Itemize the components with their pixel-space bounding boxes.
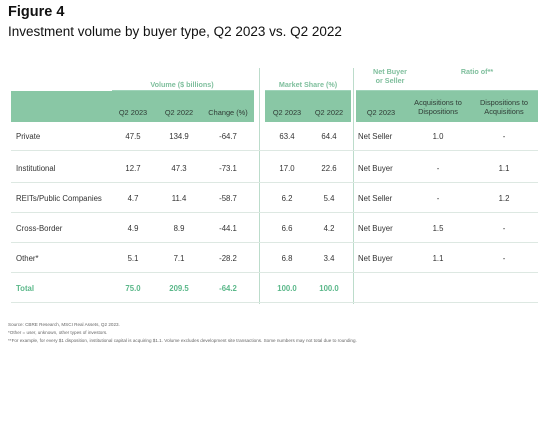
row-label: Institutional: [16, 164, 56, 173]
col-header-change: Change (%): [208, 108, 248, 117]
cell-v2023: 4.9: [127, 224, 139, 233]
total-change: -64.2: [219, 284, 237, 293]
col-header-acq-to-disp-line2: Dispositions: [418, 106, 458, 116]
cell-disp: 1.2: [498, 194, 510, 203]
cell-net: Net Buyer: [358, 224, 393, 233]
cell-v2023: 4.7: [127, 194, 139, 203]
cell-ms2022: 22.6: [321, 164, 337, 173]
cell-acq: 1.0: [432, 132, 444, 141]
row-separator: [11, 182, 538, 183]
cell-v2022: 7.1: [173, 254, 185, 263]
total-ms2023: 100.0: [277, 284, 297, 293]
cell-acq: -: [436, 164, 440, 173]
col-header-nb-2023: Q2 2023: [366, 108, 396, 117]
cell-ms2022: 5.4: [323, 194, 335, 203]
group-rule-ratio: [412, 90, 538, 91]
cell-ms2023: 63.4: [279, 132, 295, 141]
cell-change: -58.7: [219, 194, 237, 203]
cell-change: -28.2: [219, 254, 237, 263]
row-separator: [11, 150, 538, 151]
group-header-net-buyer-line1: Net Buyer: [373, 67, 407, 76]
row-separator: [11, 242, 538, 243]
group-header-volume: Volume ($ billions): [150, 80, 214, 89]
col-header-acq-to-disp: Acquisitions to Dispositions: [406, 98, 470, 116]
cell-ms2023: 6.2: [281, 194, 293, 203]
total-v2023: 75.0: [125, 284, 141, 293]
cell-ms2022: 64.4: [321, 132, 337, 141]
cell-v2022: 47.3: [171, 164, 187, 173]
cell-change: -73.1: [219, 164, 237, 173]
cell-v2023: 5.1: [127, 254, 139, 263]
row-label: REITs/Public Companies: [16, 194, 102, 203]
cell-v2022: 134.9: [169, 132, 189, 141]
row-label: Cross-Border: [16, 224, 63, 233]
col-header-q2-2023: Q2 2023: [118, 108, 148, 117]
col-header-disp-to-acq-line1: Dispositions to: [479, 98, 529, 107]
footnote-other: *Other = user, unknown, other types of i…: [8, 330, 108, 335]
cell-v2022: 8.9: [173, 224, 185, 233]
cell-disp: -: [502, 132, 506, 141]
group-rule-net-buyer: [356, 90, 412, 91]
header-box-market-share: [265, 91, 351, 122]
group-header-ratio: Ratio of**: [460, 67, 494, 76]
total-ms2022: 100.0: [319, 284, 339, 293]
cell-disp: -: [502, 224, 506, 233]
cell-v2023: 47.5: [125, 132, 141, 141]
col-header-disp-to-acq: Dispositions to Acquisitions: [471, 98, 537, 116]
footnote-example: **For example, for every $1 disposition,…: [8, 338, 357, 343]
cell-disp: -: [502, 254, 506, 263]
cell-v2022: 11.4: [171, 194, 187, 203]
cell-ms2022: 4.2: [323, 224, 335, 233]
figure-label: Figure 4: [8, 4, 65, 20]
group-header-net-buyer-line2: or Seller: [375, 76, 405, 85]
row-label: Private: [16, 132, 41, 141]
col-header-disp-to-acq-line2: Acquisitions: [484, 106, 524, 116]
row-label: Other*: [16, 254, 39, 263]
col-header-ms-2022: Q2 2022: [314, 108, 344, 117]
cell-acq: 1.1: [432, 254, 444, 263]
cell-ms2023: 17.0: [279, 164, 295, 173]
cell-disp: 1.1: [498, 164, 510, 173]
row-separator: [11, 272, 538, 273]
group-header-net-buyer: Net Buyer or Seller: [355, 67, 425, 85]
cell-ms2023: 6.8: [281, 254, 293, 263]
cell-v2023: 12.7: [125, 164, 141, 173]
cell-change: -44.1: [219, 224, 237, 233]
row-separator: [11, 302, 538, 303]
total-label: Total: [16, 284, 35, 293]
group-header-market-share: Market Share (%): [278, 80, 338, 89]
cell-net: Net Buyer: [358, 164, 393, 173]
col-header-q2-2022: Q2 2022: [164, 108, 194, 117]
total-v2022: 209.5: [169, 284, 189, 293]
divider-volume-share: [259, 68, 260, 304]
header-box-volume: [11, 91, 254, 122]
header-box-ratio: [356, 91, 538, 122]
cell-acq: -: [436, 194, 440, 203]
row-separator: [11, 212, 538, 213]
figure-title: Investment volume by buyer type, Q2 2023…: [8, 24, 342, 39]
group-rule-volume: [112, 90, 254, 91]
divider-share-net: [353, 68, 354, 304]
group-rule-market-share: [265, 90, 351, 91]
cell-net: Net Seller: [358, 132, 393, 141]
cell-net: Net Seller: [358, 194, 393, 203]
cell-ms2023: 6.6: [281, 224, 293, 233]
cell-acq: 1.5: [432, 224, 444, 233]
col-header-acq-to-disp-line1: Acquisitions to: [414, 98, 462, 107]
col-header-ms-2023: Q2 2023: [272, 108, 302, 117]
cell-ms2022: 3.4: [323, 254, 335, 263]
source-note: Source: CBRE Research, MSCI Real Assets,…: [8, 322, 120, 327]
cell-change: -64.7: [219, 132, 237, 141]
cell-net: Net Buyer: [358, 254, 393, 263]
